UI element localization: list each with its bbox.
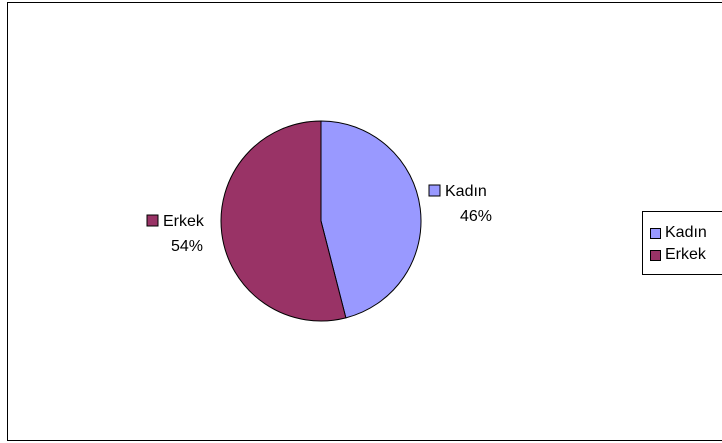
data-label-swatch-erkek bbox=[146, 214, 159, 227]
legend-item-erkek: Erkek bbox=[650, 245, 706, 265]
legend: Kadın Erkek bbox=[642, 211, 722, 275]
data-label-swatch-kadin bbox=[428, 184, 441, 197]
legend-label-erkek: Erkek bbox=[665, 246, 706, 263]
data-label-name-kadin: Kadın bbox=[445, 183, 487, 200]
data-label-percent-erkek: 54% bbox=[171, 238, 203, 255]
legend-swatch-kadin bbox=[650, 227, 661, 239]
legend-label-kadin: Kadın bbox=[665, 224, 707, 241]
pie-slice-erkek bbox=[220, 120, 347, 322]
data-label-name-erkek: Erkek bbox=[163, 213, 205, 230]
legend-swatch-erkek bbox=[650, 249, 661, 261]
data-label-percent-kadin: 46% bbox=[460, 208, 492, 225]
legend-item-kadin: Kadın bbox=[650, 223, 707, 243]
pie-slice-kadin bbox=[320, 120, 422, 319]
